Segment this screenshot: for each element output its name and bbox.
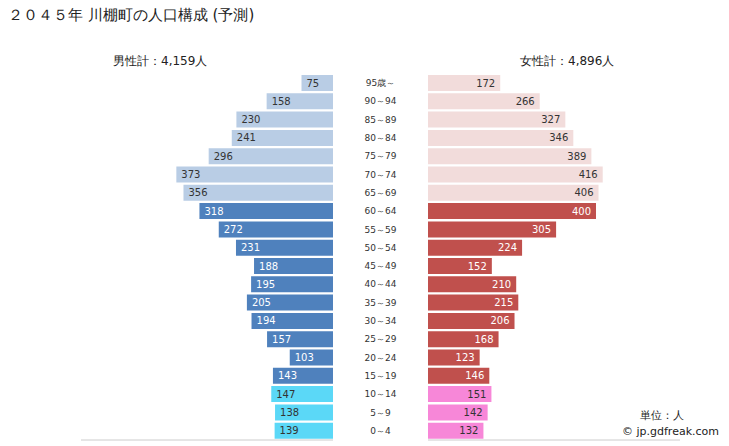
svg-text:406: 406 <box>574 187 593 198</box>
svg-text:143: 143 <box>278 370 297 381</box>
svg-text:195: 195 <box>256 279 275 290</box>
svg-text:194: 194 <box>257 315 276 326</box>
svg-text:147: 147 <box>276 389 295 400</box>
svg-text:215: 215 <box>494 297 513 308</box>
svg-text:157: 157 <box>272 334 291 345</box>
svg-text:95歳～: 95歳～ <box>366 78 395 88</box>
svg-text:139: 139 <box>280 425 299 436</box>
svg-text:231: 231 <box>241 242 260 253</box>
html-text:男性計：4,159人: 男性計：4,159人 <box>113 54 208 68</box>
svg-text:318: 318 <box>204 206 223 217</box>
svg-text:15～19: 15～19 <box>365 371 397 381</box>
svg-text:10～14: 10～14 <box>365 389 397 399</box>
svg-text:373: 373 <box>181 169 200 180</box>
svg-text:327: 327 <box>541 114 560 125</box>
svg-text:75～79: 75～79 <box>365 151 397 161</box>
svg-text:266: 266 <box>516 96 535 107</box>
svg-text:158: 158 <box>272 96 291 107</box>
svg-text:389: 389 <box>567 151 586 162</box>
svg-text:5～9: 5～9 <box>370 408 391 418</box>
html-text:© jp.gdfreak.com: © jp.gdfreak.com <box>622 425 719 438</box>
svg-text:296: 296 <box>214 151 233 162</box>
svg-text:400: 400 <box>572 206 591 217</box>
svg-text:146: 146 <box>465 370 484 381</box>
svg-text:20～24: 20～24 <box>365 353 397 363</box>
svg-text:151: 151 <box>467 389 486 400</box>
html-text:２０４５年 川棚町の人口構成 (予測): ２０４５年 川棚町の人口構成 (予測) <box>8 6 255 24</box>
svg-text:241: 241 <box>237 132 256 143</box>
svg-text:103: 103 <box>295 352 314 363</box>
svg-text:224: 224 <box>498 242 517 253</box>
svg-text:80～84: 80～84 <box>365 133 397 143</box>
svg-text:0～4: 0～4 <box>370 426 391 436</box>
svg-text:416: 416 <box>579 169 598 180</box>
svg-text:152: 152 <box>468 261 487 272</box>
svg-text:30～34: 30～34 <box>365 316 397 326</box>
svg-text:305: 305 <box>532 224 551 235</box>
svg-text:172: 172 <box>476 78 495 89</box>
svg-text:205: 205 <box>252 297 271 308</box>
html-text:女性計：4,896人: 女性計：4,896人 <box>520 54 615 68</box>
svg-text:75: 75 <box>307 78 320 89</box>
svg-text:188: 188 <box>259 261 278 272</box>
svg-text:230: 230 <box>241 114 260 125</box>
svg-text:60～64: 60～64 <box>365 206 397 216</box>
svg-text:40～44: 40～44 <box>365 279 397 289</box>
svg-text:55～59: 55～59 <box>365 225 397 235</box>
svg-text:346: 346 <box>549 132 568 143</box>
svg-text:70～74: 70～74 <box>365 170 397 180</box>
svg-text:168: 168 <box>474 334 493 345</box>
svg-text:210: 210 <box>492 279 511 290</box>
svg-text:65～69: 65～69 <box>365 188 397 198</box>
html-text:単位：人: 単位：人 <box>640 409 684 422</box>
svg-text:123: 123 <box>456 352 475 363</box>
svg-text:356: 356 <box>188 187 207 198</box>
svg-text:272: 272 <box>224 224 243 235</box>
svg-text:142: 142 <box>464 407 483 418</box>
svg-text:50～54: 50～54 <box>365 243 397 253</box>
svg-text:45～49: 45～49 <box>365 261 397 271</box>
svg-text:90～94: 90～94 <box>365 96 397 106</box>
svg-text:132: 132 <box>459 425 478 436</box>
svg-text:85～89: 85～89 <box>365 115 397 125</box>
svg-text:206: 206 <box>490 315 509 326</box>
svg-text:25～29: 25～29 <box>365 334 397 344</box>
svg-text:138: 138 <box>280 407 299 418</box>
svg-text:35～39: 35～39 <box>365 298 397 308</box>
